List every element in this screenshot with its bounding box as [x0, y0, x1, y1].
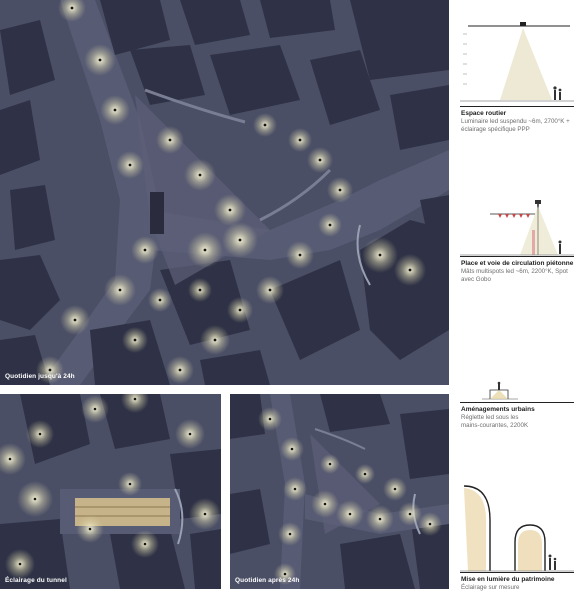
plan-after-drawing: [230, 394, 449, 589]
light-point: [408, 268, 412, 272]
legend-urban-fixtures: Aménagements urbains Réglette led sous l…: [460, 380, 574, 440]
light-point: [323, 502, 327, 506]
railing-curve: [144, 88, 246, 124]
legend-description: Éclairage sur mesure: [461, 584, 520, 591]
light-point: [143, 542, 147, 546]
panel-caption: Éclairage du tunnel: [5, 577, 67, 584]
plan-daily-until-midnight: Quotidien jusqu'à 24h: [0, 0, 449, 385]
light-point: [93, 407, 97, 411]
light-point: [263, 123, 267, 127]
plan-main-drawing: [0, 0, 449, 385]
legend-title: Mise en lumière du patrimoine: [461, 576, 555, 583]
panel-caption: Quotidien jusqu'à 24h: [5, 373, 75, 380]
light-point: [48, 368, 52, 372]
light-point: [238, 308, 242, 312]
tunnel-portal: [174, 488, 184, 545]
railing-curve: [259, 168, 332, 222]
light-point: [8, 457, 12, 461]
light-point: [338, 188, 342, 192]
light-point: [328, 462, 332, 466]
light-point: [128, 163, 132, 167]
light-point: [128, 482, 132, 486]
kiosk-building: [150, 192, 164, 234]
light-point: [178, 368, 182, 372]
legend-rule: [460, 106, 574, 107]
light-point: [393, 487, 397, 491]
light-point: [113, 108, 117, 112]
light-point: [238, 238, 242, 242]
panel-caption: Quotidien après 24h: [235, 577, 300, 584]
light-point: [198, 173, 202, 177]
legend-title: Aménagements urbains: [461, 406, 535, 413]
heritage-arch-section-icon: [460, 485, 574, 572]
light-point: [290, 447, 294, 451]
light-glow: [0, 443, 26, 475]
light-point: [228, 208, 232, 212]
light-point: [133, 397, 137, 401]
light-point: [298, 138, 302, 142]
legend-title: Place et voie de circulation piétonne: [461, 260, 574, 267]
light-points: [48, 6, 412, 372]
light-point: [18, 562, 22, 566]
light-glow: [58, 0, 86, 22]
light-point: [33, 497, 37, 501]
light-point: [293, 487, 297, 491]
legend-heritage-lighting: Mise en lumière du patrimoine Éclairage …: [460, 480, 574, 595]
light-point: [268, 288, 272, 292]
light-point: [88, 527, 92, 531]
light-point: [283, 572, 287, 576]
legend-rule: [460, 256, 574, 257]
light-points: [268, 417, 432, 576]
light-point: [408, 512, 412, 516]
light-point: [198, 288, 202, 292]
light-point: [98, 58, 102, 62]
light-point: [133, 338, 137, 342]
legend-plaza-pedestrian: Place et voie de circulation piétonne Mâ…: [460, 180, 574, 283]
plan-tunnel-lighting: Éclairage du tunnel: [0, 394, 221, 589]
light-point: [213, 338, 217, 342]
tunnel-portal: [356, 224, 371, 286]
light-point: [203, 512, 207, 516]
light-point: [118, 288, 122, 292]
legend-description: Luminaire led suspendu ~6m, 2700°K + écl…: [461, 118, 570, 133]
light-glow: [121, 394, 149, 413]
legend-road-space: Espace routier Luminaire led suspendu ~6…: [460, 0, 574, 133]
road-luminaire-section-icon: [460, 22, 574, 102]
light-point: [363, 472, 367, 476]
light-point: [348, 512, 352, 516]
legend-description: Réglette led sous les mains-courantes, 2…: [461, 414, 529, 429]
light-points: [8, 397, 207, 566]
legend-rule: [460, 402, 574, 403]
plan-tunnel-drawing: [0, 394, 221, 589]
light-point: [70, 6, 74, 10]
legend-title: Espace routier: [461, 110, 507, 117]
light-point: [318, 158, 322, 162]
light-point: [428, 522, 432, 526]
light-point: [268, 417, 272, 421]
light-point: [143, 248, 147, 252]
light-point: [288, 532, 292, 536]
light-point: [203, 248, 207, 252]
light-point: [378, 253, 382, 257]
light-point: [168, 138, 172, 142]
railing-curve: [314, 428, 366, 450]
light-point: [298, 253, 302, 257]
light-point: [38, 432, 42, 436]
plan-daily-after-midnight: Quotidien après 24h: [230, 394, 449, 589]
light-point: [158, 298, 162, 302]
light-point: [188, 432, 192, 436]
light-point: [328, 223, 332, 227]
multispot-mast-section-icon: [460, 200, 574, 256]
light-point: [378, 517, 382, 521]
legend-rule: [460, 572, 574, 573]
building-footprints: [0, 0, 449, 385]
handrail-led-section-icon: [482, 381, 518, 400]
light-point: [73, 318, 77, 322]
legend-description: Mâts multispots led ~6m, 2200°K, Spot av…: [461, 268, 568, 283]
